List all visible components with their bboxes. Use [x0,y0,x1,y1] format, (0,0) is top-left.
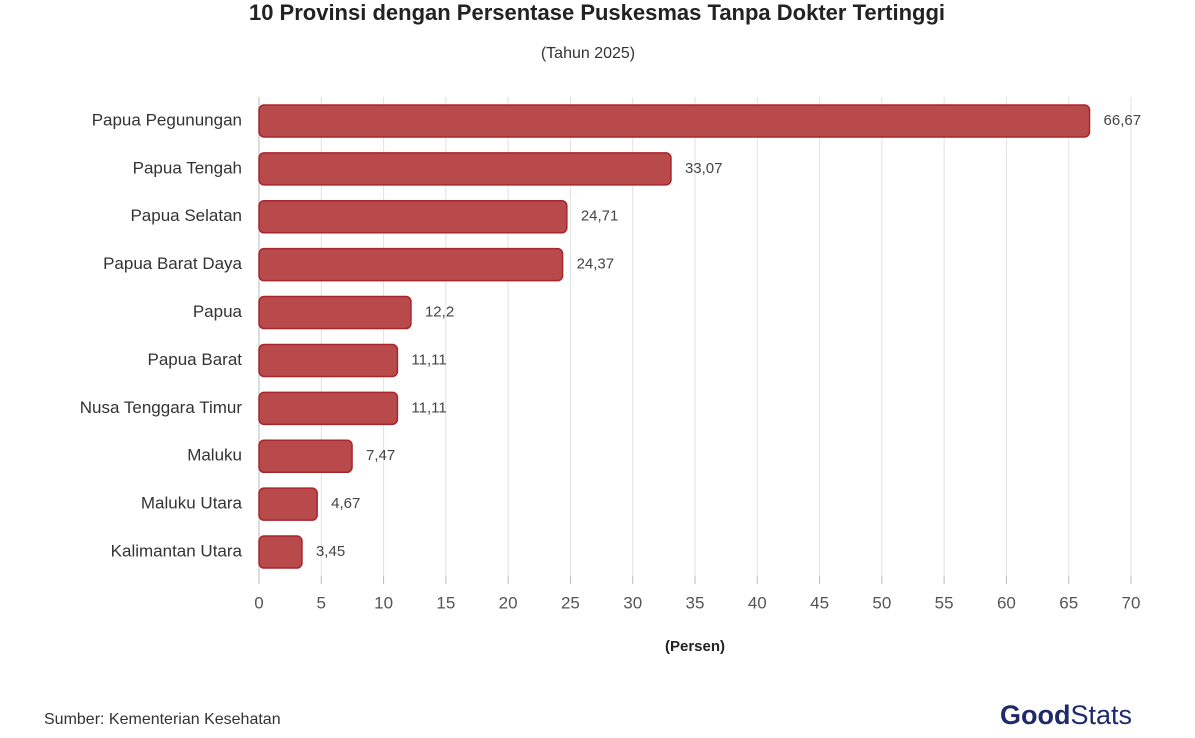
x-tick-label: 70 [1122,593,1141,612]
y-tick-label: Kalimantan Utara [111,542,243,561]
x-tick-label: 15 [436,593,455,612]
logo: GoodStats [1000,700,1132,730]
y-tick-label: Maluku [187,446,242,465]
y-tick-label: Papua Barat Daya [103,254,242,273]
value-label: 24,37 [577,256,615,273]
value-label: 4,67 [331,495,360,512]
bar [258,247,564,282]
bar [258,439,353,473]
source: Sumber: Kementerian Kesehatan [44,711,281,728]
x-tick-label: 50 [872,593,891,612]
x-tick-label: 45 [810,593,829,612]
bar [258,343,399,378]
chart-title: 10 Provinsi dengan Persentase Puskesmas … [249,0,945,25]
value-label: 24,71 [581,208,619,225]
x-tick-label: 40 [748,593,767,612]
y-tick-label: Maluku Utara [141,494,243,513]
x-tick-label: 25 [561,593,580,612]
value-label: 12,2 [425,304,454,321]
bar [258,487,318,521]
x-tick-label: 30 [623,593,642,612]
x-tick-label: 35 [686,593,705,612]
bar [258,535,303,569]
y-tick-label: Papua Barat [147,350,242,369]
x-tick-label: 10 [374,593,393,612]
logo-good: Good [1000,700,1070,730]
logo-stats: Stats [1070,700,1132,730]
bar [258,295,412,330]
x-axis-label: (Persen) [665,638,725,655]
bar [258,152,672,186]
x-tick-label: 5 [317,593,326,612]
y-tick-label: Nusa Tenggara Timur [80,398,243,417]
value-label: 3,45 [316,543,345,560]
y-tick-label: Papua Tengah [133,158,242,177]
value-label: 66,67 [1104,112,1142,129]
x-tick-label: 55 [935,593,954,612]
chart-subtitle: (Tahun 2025) [541,45,635,62]
bar [258,104,1091,138]
y-tick-label: Papua Selatan [130,206,242,225]
bar [258,391,399,426]
x-tick-label: 20 [499,593,518,612]
x-tick-label: 65 [1059,593,1078,612]
bar [258,200,568,234]
y-tick-label: Papua Pegunungan [92,110,242,129]
y-tick-label: Papua [193,302,243,321]
value-label: 11,11 [411,399,446,416]
x-tick-label: 60 [997,593,1016,612]
value-label: 11,11 [411,351,446,368]
value-label: 7,47 [366,447,395,464]
value-label: 33,07 [685,160,723,177]
x-tick-label: 0 [254,593,263,612]
